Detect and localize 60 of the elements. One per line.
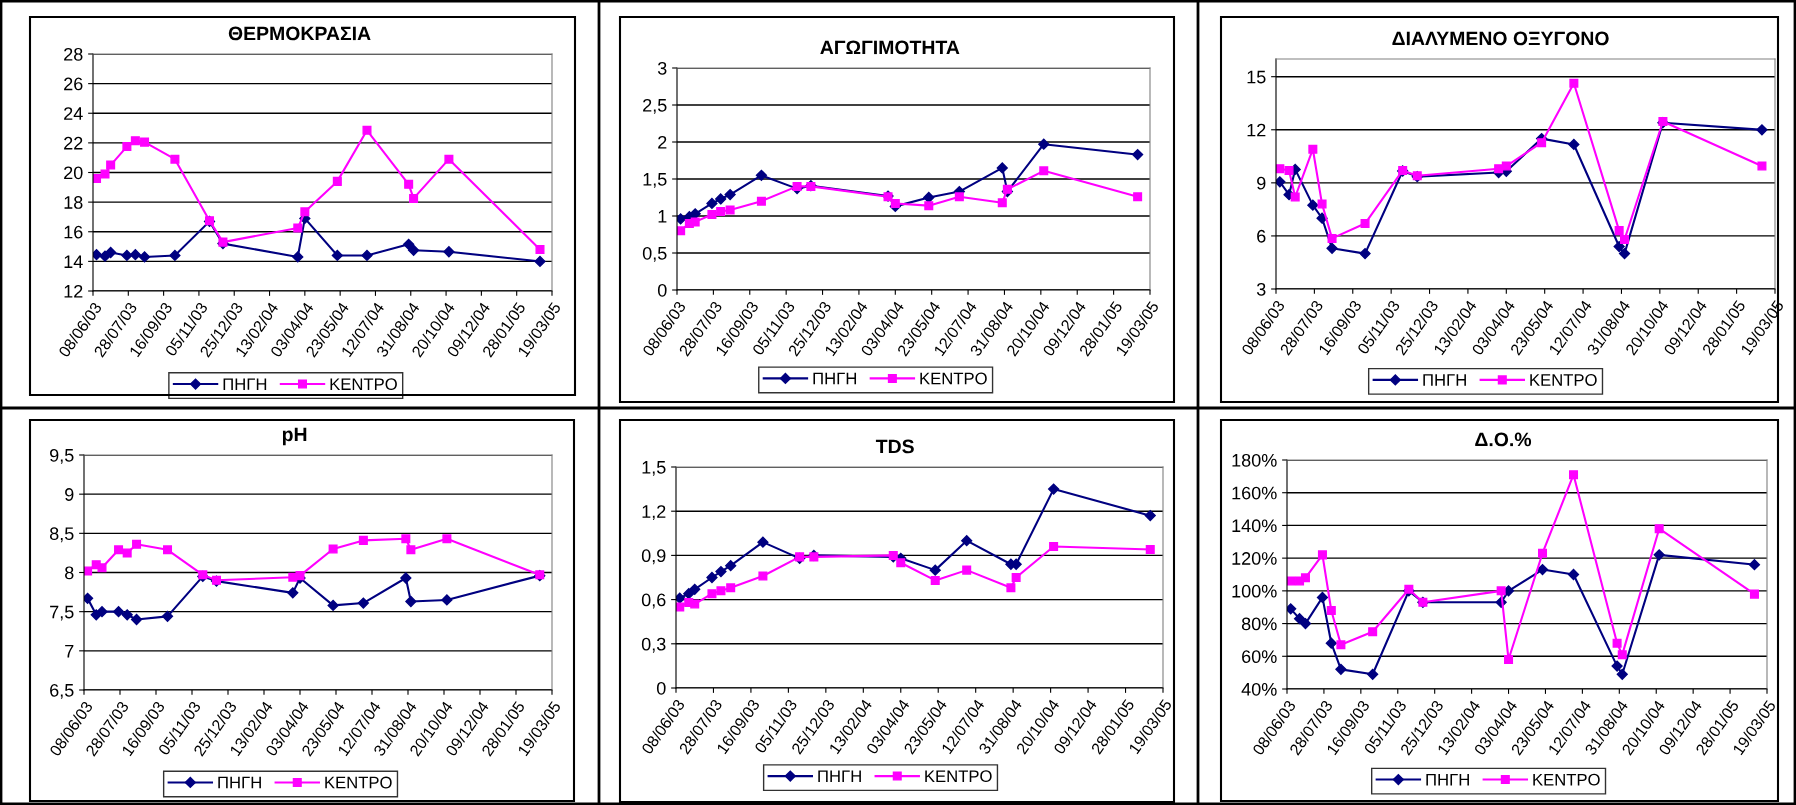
y-tick-label: 60% [1242,650,1277,664]
y-tick-label: 140% [1232,519,1277,533]
y-tick-label: 20 [64,166,83,180]
y-tick-label: 24 [64,107,83,120]
legend-label: ΚΕΝΤΡΟ [920,372,987,385]
chart-title: ΑΓΩΓΙΜΟΤΗΤΑ [820,40,960,55]
y-tick-label: 180% [1232,453,1277,467]
y-tick-label: 0,5 [642,246,667,262]
y-tick-label: 3 [1256,282,1266,296]
y-tick-label: 0,9 [641,549,666,565]
y-tick-label: 0 [656,681,666,695]
y-tick-label: 12 [64,284,83,298]
legend-label: ΠΗΓΗ [218,776,261,789]
y-tick-label: 160% [1232,486,1277,500]
y-tick-label: 2,5 [643,98,667,114]
legend-label: ΠΗΓΗ [1423,374,1466,386]
y-tick-label: 15 [1247,70,1266,84]
y-tick-label: 7 [65,644,74,658]
legend-label: ΚΕΝΤΡΟ [1530,374,1597,386]
y-tick-label: 22 [64,136,83,150]
legend-label: ΠΗΓΗ [1426,773,1469,786]
legend-label: ΠΗΓΗ [223,378,267,390]
y-tick-label: 100% [1232,584,1277,598]
chart-title: TDS [875,439,914,454]
y-tick-label: 3 [657,61,667,75]
legend-label: ΠΗΓΗ [818,770,861,782]
y-tick-label: 6 [1257,229,1266,243]
chart-title: pH [282,427,307,446]
y-tick-label: 9 [1257,176,1266,190]
legend-label: ΚΕΝΤΡΟ [330,378,397,391]
chart-title: ΘΕΡΜΟΚΡΑΣΙΑ [228,26,371,41]
y-tick-label: 12 [1247,123,1266,137]
y-tick-label: 0 [657,283,667,297]
y-tick-label: 14 [64,255,83,268]
y-tick-label: 2 [658,135,667,149]
chart-title: Δ.Ο.% [1475,432,1532,447]
y-tick-label: 0,3 [641,637,666,653]
y-tick-label: 1,5 [643,173,667,188]
legend-label: ΚΕΝΤΡΟ [325,776,392,789]
legend-label: ΚΕΝΤΡΟ [925,770,992,783]
y-tick-label: 7,5 [50,605,74,621]
y-tick-label: 9 [65,488,74,501]
y-tick-label: 6,5 [50,683,74,699]
y-tick-label: 9,5 [50,448,74,464]
legend-label: ΚΕΝΤΡΟ [1533,773,1600,786]
y-tick-label: 40% [1241,682,1277,696]
y-tick-label: 1,2 [642,505,666,521]
y-tick-label: 18 [64,196,83,209]
y-tick-label: 16 [64,225,83,239]
y-tick-label: 120% [1232,552,1277,565]
legend-label: ΠΗΓΗ [813,372,857,385]
y-tick-label: 1,5 [642,461,666,476]
y-tick-label: 28 [64,47,83,61]
chart-title: ΔΙΑΛΥΜΕΝΟ ΟΞΥΓΟΝΟ [1392,31,1609,46]
y-tick-label: 8 [65,566,74,580]
y-tick-label: 80% [1241,617,1277,631]
y-tick-label: 0,6 [641,593,666,609]
y-tick-label: 26 [64,77,83,91]
y-tick-label: 8,5 [49,527,74,543]
y-tick-label: 1 [658,210,667,223]
